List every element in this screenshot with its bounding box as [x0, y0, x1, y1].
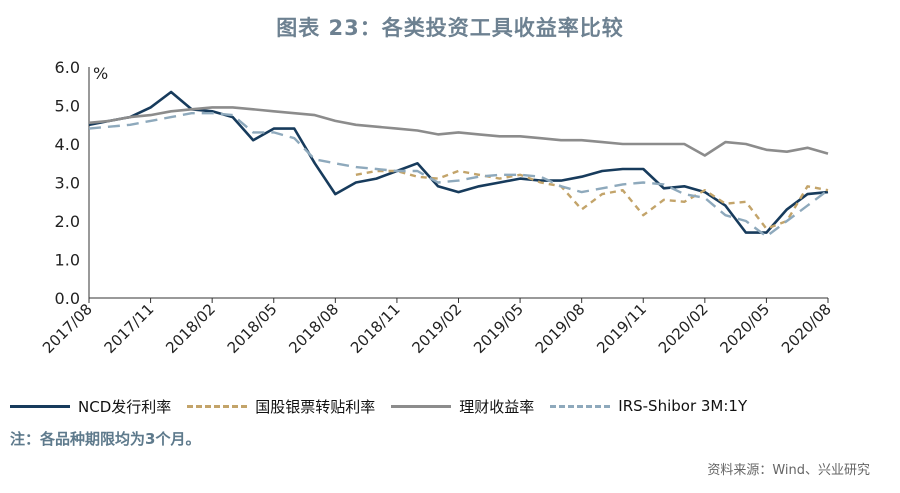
x-tick-label: 2020/02: [655, 300, 712, 357]
y-tick-label: 3.0: [55, 174, 80, 193]
x-tick-label: 2017/11: [101, 300, 158, 357]
x-tick-label: 2019/05: [470, 300, 527, 357]
legend-label: 理财收益率: [459, 397, 535, 416]
legend-label: NCD发行利率: [78, 397, 172, 416]
y-tick-label: 5.0: [55, 97, 80, 116]
y-tick-label: 4.0: [55, 135, 80, 154]
x-tick-label: 2018/05: [224, 300, 281, 357]
legend-swatch: [550, 404, 611, 408]
legend-item-1: NCD发行利率: [10, 396, 171, 417]
legend-label: IRS-Shibor 3M:1Y: [618, 397, 748, 415]
y-unit-label: %: [93, 64, 108, 83]
series-layer: [88, 90, 829, 238]
series-line-4: [88, 112, 829, 238]
chart-title: 图表 23：各类投资工具收益率比较: [276, 16, 624, 40]
x-tick-label: 2018/02: [162, 300, 219, 357]
x-tick-label: 2019/11: [593, 300, 650, 357]
x-tick-label: 2020/05: [716, 300, 773, 357]
legend-item-4: IRS-Shibor 3M:1Y: [550, 397, 747, 415]
y-tick-label: 0.0: [55, 289, 80, 308]
series-line-2: [355, 169, 829, 230]
legend-item-3: 理财收益率: [391, 396, 534, 417]
series-line-3: [88, 106, 829, 157]
source-note: 资料来源：Wind、兴业研究: [707, 463, 870, 478]
y-tick-label: 1.0: [55, 251, 80, 270]
legend-item-2: 国股银票转贴利率: [187, 396, 375, 417]
y-tick-label: 6.0: [55, 58, 80, 77]
legend: NCD发行利率 国股银票转贴利率 理财收益率 IRS-Shibor 3M:1Y: [10, 393, 763, 419]
x-tick-label: 2017/08: [39, 300, 96, 357]
legend-swatch: [187, 404, 248, 408]
x-tick-label: 2019/08: [532, 300, 589, 357]
x-tick-label: 2018/08: [285, 300, 342, 357]
x-tick-label: 2018/11: [347, 300, 404, 357]
x-tick-label: 2019/02: [409, 300, 466, 357]
y-tick-label: 2.0: [55, 212, 80, 231]
legend-swatch: [391, 404, 452, 408]
legend-label: 国股银票转贴利率: [255, 397, 376, 416]
x-tick-label: 2020/08: [778, 300, 835, 357]
series-line-1: [88, 90, 829, 234]
legend-swatch: [10, 404, 70, 408]
footnote: 注：各品种期限均为3个月。: [10, 430, 201, 448]
